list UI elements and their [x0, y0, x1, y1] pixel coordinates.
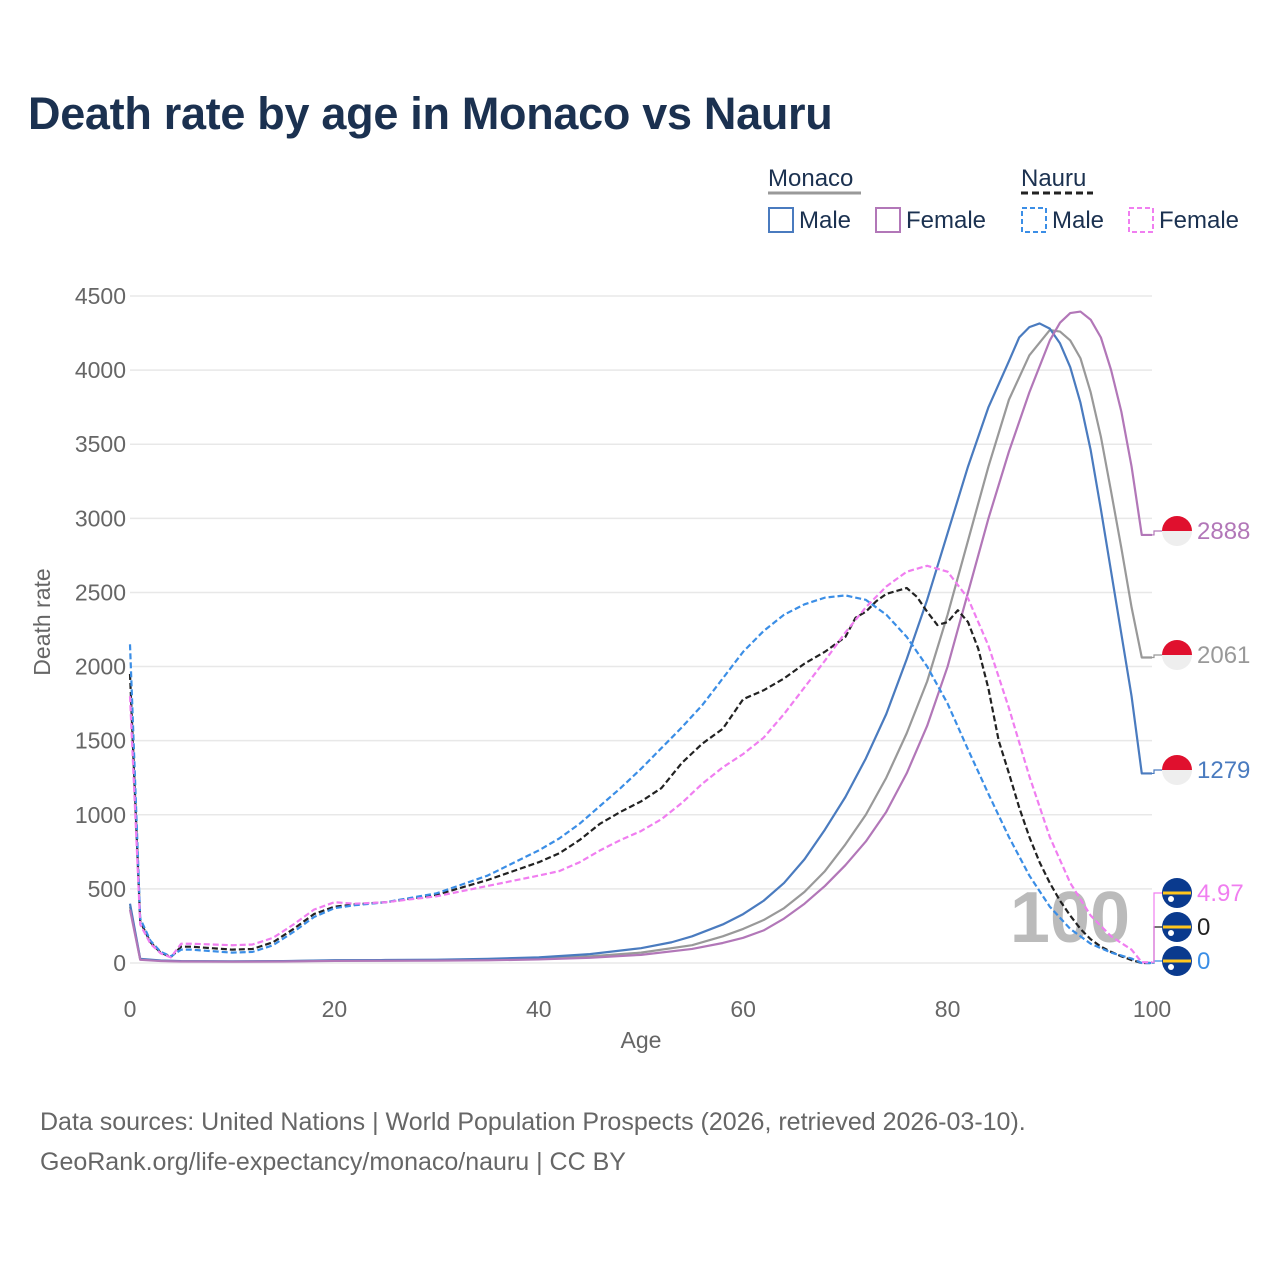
legend[interactable]: Monaco Male Female Nauru Male Female	[768, 165, 1239, 234]
footer-link[interactable]: GeoRank.org/life-expectancy/monaco/nauru…	[40, 1148, 626, 1176]
legend-group-monaco: Monaco	[768, 165, 853, 192]
end-value-label-nauru-male: 0	[1197, 948, 1210, 975]
series-line-nauru-male	[128, 594, 1152, 965]
watermark-text: 100	[1010, 878, 1130, 958]
end-value-label-monaco-total: 2061	[1197, 642, 1250, 669]
series-line-nauru-total	[128, 586, 1152, 965]
chart-title: Death rate by age in Monaco vs Nauru	[28, 88, 833, 139]
legend-monaco-male-label[interactable]: Male	[799, 207, 851, 234]
legend-nauru-male-swatch[interactable]	[1021, 207, 1047, 233]
legend-nauru-male-label[interactable]: Male	[1052, 207, 1104, 234]
series-line-monaco-male	[128, 322, 1152, 963]
monaco-flag-icon	[1162, 755, 1192, 785]
series-lines	[128, 310, 1152, 965]
y-tick-label: 2000	[75, 654, 126, 680]
legend-group-nauru: Nauru	[1021, 165, 1086, 192]
x-tick-label: 20	[322, 996, 348, 1022]
monaco-flag-icon	[1162, 516, 1192, 546]
footer-sources: Data sources: United Nations | World Pop…	[40, 1108, 1026, 1136]
y-tick-labels: 0 500 1000 1500 2000 2500 3000 3500 4000 4500	[75, 283, 126, 976]
legend-monaco-male-swatch[interactable]	[768, 207, 794, 233]
x-tick-label: 60	[730, 996, 756, 1022]
x-tick-label: 100	[1133, 996, 1171, 1022]
y-tick-label: 3000	[75, 505, 126, 531]
series-line-monaco-total	[128, 328, 1152, 963]
y-axis-label: Death rate	[29, 568, 55, 675]
series-line-monaco-female	[128, 310, 1152, 963]
nauru-flag-icon	[1162, 946, 1192, 976]
end-value-label-nauru-female: 4.97	[1197, 880, 1244, 907]
y-tick-label: 2500	[75, 579, 126, 605]
end-value-label-monaco-male: 1279	[1197, 757, 1250, 784]
end-value-label-monaco-female: 2888	[1197, 518, 1250, 545]
y-tick-label: 1000	[75, 802, 126, 828]
x-tick-label: 40	[526, 996, 552, 1022]
legend-nauru-female-label[interactable]: Female	[1159, 207, 1239, 234]
x-tick-label: 80	[935, 996, 961, 1022]
y-tick-label: 0	[113, 950, 126, 976]
series-line-nauru-female	[128, 564, 1152, 964]
legend-monaco-female-label[interactable]: Female	[906, 207, 986, 234]
legend-nauru-female-swatch[interactable]	[1128, 207, 1154, 233]
x-tick-label: 0	[124, 996, 137, 1022]
nauru-flag-icon	[1162, 912, 1192, 942]
y-tick-label: 3500	[75, 431, 126, 457]
y-tick-label: 1500	[75, 728, 126, 754]
nauru-flag-icon	[1162, 878, 1192, 908]
x-axis-label: Age	[621, 1027, 662, 1053]
end-value-label-nauru-total: 0	[1197, 914, 1210, 941]
end-connector	[1152, 769, 1162, 775]
end-connector	[1152, 654, 1162, 659]
y-tick-label: 4000	[75, 357, 126, 383]
y-tick-label: 500	[88, 876, 126, 902]
y-tick-label: 4500	[75, 283, 126, 309]
end-connector	[1152, 530, 1162, 536]
end-connector	[1152, 892, 1162, 963]
monaco-flag-icon	[1162, 640, 1192, 670]
grid-lines	[130, 295, 1152, 964]
end-markers: 2061 1279 2888 0 0 4.97	[1152, 516, 1250, 976]
legend-monaco-female-swatch[interactable]	[875, 207, 901, 233]
x-tick-labels: 0 20 40 60 80 100	[124, 996, 1172, 1022]
